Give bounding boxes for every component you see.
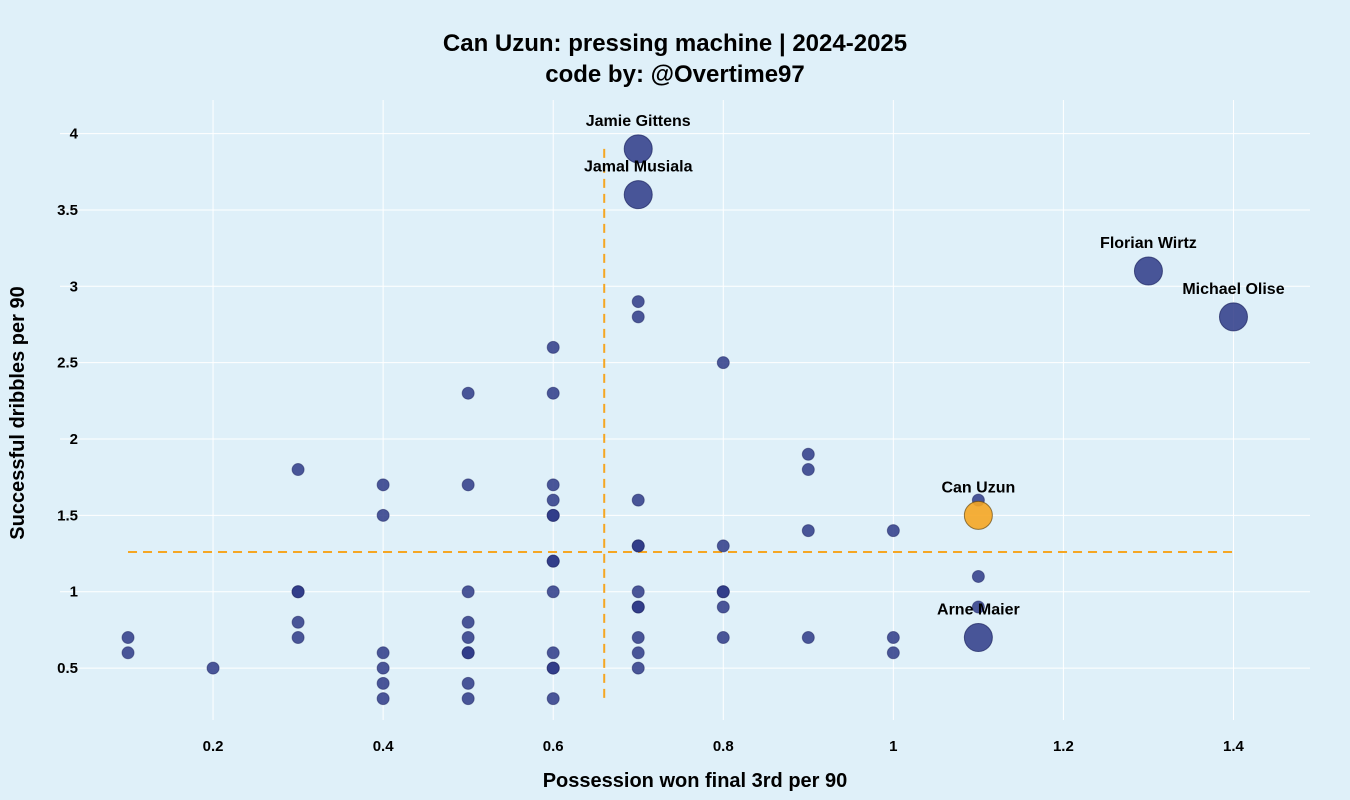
data-point bbox=[546, 340, 560, 354]
data-point bbox=[291, 631, 305, 645]
labeled-point bbox=[1218, 302, 1248, 332]
data-point bbox=[886, 524, 900, 538]
labeled-point bbox=[623, 134, 653, 164]
data-point bbox=[631, 661, 645, 675]
x-tick-label: 0.4 bbox=[373, 738, 395, 755]
data-point bbox=[716, 585, 730, 599]
data-point bbox=[461, 646, 475, 660]
point-annotation: Florian Wirtz bbox=[1100, 235, 1197, 252]
data-point bbox=[546, 585, 560, 599]
data-point bbox=[801, 524, 815, 538]
data-point bbox=[546, 478, 560, 492]
y-axis-label: Successful dribbles per 90 bbox=[7, 286, 29, 539]
y-axis-ticks: 0.5 1 1.5 2 2.5 3 3.5 4 bbox=[57, 126, 79, 677]
data-point bbox=[546, 692, 560, 706]
data-point bbox=[291, 585, 305, 599]
point-annotation: Arne Maier bbox=[937, 602, 1020, 619]
x-tick-label: 1.2 bbox=[1053, 738, 1074, 755]
labeled-point bbox=[963, 623, 993, 653]
data-point bbox=[971, 600, 985, 614]
data-point bbox=[971, 569, 985, 583]
x-tick-label: 0.2 bbox=[203, 738, 224, 755]
data-point bbox=[546, 493, 560, 507]
data-point bbox=[461, 676, 475, 690]
y-tick-label: 3.5 bbox=[57, 202, 78, 219]
y-tick-label: 2 bbox=[70, 431, 78, 448]
data-point bbox=[461, 615, 475, 629]
data-point bbox=[716, 631, 730, 645]
data-point bbox=[631, 493, 645, 507]
x-axis-label: Possession won final 3rd per 90 bbox=[543, 770, 848, 792]
data-point bbox=[631, 585, 645, 599]
x-tick-label: 0.8 bbox=[713, 738, 734, 755]
data-point bbox=[546, 646, 560, 660]
x-tick-label: 1.4 bbox=[1223, 738, 1245, 755]
x-tick-label: 0.6 bbox=[543, 738, 564, 755]
chart-title: Can Uzun: pressing machine | 2024-2025 bbox=[443, 30, 907, 57]
data-point bbox=[121, 631, 135, 645]
data-point bbox=[376, 646, 390, 660]
labeled-point bbox=[1133, 256, 1163, 286]
y-tick-label: 4 bbox=[70, 126, 79, 143]
data-point bbox=[121, 646, 135, 660]
data-point bbox=[461, 692, 475, 706]
labeled-points bbox=[623, 134, 1248, 653]
x-axis-ticks: 0.2 0.4 0.6 0.8 1 1.2 1.4 bbox=[203, 738, 1245, 755]
data-point bbox=[801, 463, 815, 477]
labeled-point bbox=[623, 180, 653, 210]
data-point bbox=[801, 447, 815, 461]
data-point bbox=[461, 386, 475, 400]
data-point bbox=[376, 508, 390, 522]
grid-lines bbox=[60, 100, 1310, 720]
point-annotation: Can Uzun bbox=[941, 479, 1015, 496]
data-point bbox=[546, 554, 560, 568]
y-tick-label: 1 bbox=[70, 584, 78, 601]
point-annotation: Michael Olise bbox=[1182, 281, 1284, 298]
data-point bbox=[376, 478, 390, 492]
data-point bbox=[461, 478, 475, 492]
data-point bbox=[631, 295, 645, 309]
data-point bbox=[631, 631, 645, 645]
data-point bbox=[206, 661, 220, 675]
data-point bbox=[886, 646, 900, 660]
data-point bbox=[291, 615, 305, 629]
data-point bbox=[546, 508, 560, 522]
data-point bbox=[291, 463, 305, 477]
x-tick-label: 1 bbox=[889, 738, 897, 755]
reference-lines bbox=[128, 148, 1234, 701]
data-point bbox=[546, 661, 560, 675]
highlighted-point bbox=[963, 500, 993, 530]
data-point bbox=[631, 646, 645, 660]
data-point bbox=[716, 539, 730, 553]
data-point bbox=[801, 631, 815, 645]
data-point bbox=[716, 356, 730, 370]
data-point bbox=[886, 631, 900, 645]
point-annotation: Jamie Gittens bbox=[586, 113, 691, 130]
y-tick-label: 3 bbox=[70, 278, 78, 295]
data-point bbox=[631, 600, 645, 614]
data-point bbox=[546, 386, 560, 400]
point-annotations: Jamie Gittens Jamal Musiala Florian Wirtz M… bbox=[584, 113, 1285, 619]
y-tick-label: 1.5 bbox=[57, 507, 78, 524]
y-tick-label: 0.5 bbox=[57, 660, 78, 677]
data-point bbox=[461, 631, 475, 645]
y-tick-label: 2.5 bbox=[57, 355, 78, 372]
data-point bbox=[376, 661, 390, 675]
data-point bbox=[716, 600, 730, 614]
chart-subtitle: code by: @Overtime97 bbox=[545, 61, 805, 88]
point-annotation: Jamal Musiala bbox=[584, 159, 693, 176]
data-point bbox=[631, 539, 645, 553]
data-point bbox=[376, 676, 390, 690]
data-point bbox=[376, 692, 390, 706]
data-point bbox=[461, 585, 475, 599]
data-point bbox=[631, 310, 645, 324]
